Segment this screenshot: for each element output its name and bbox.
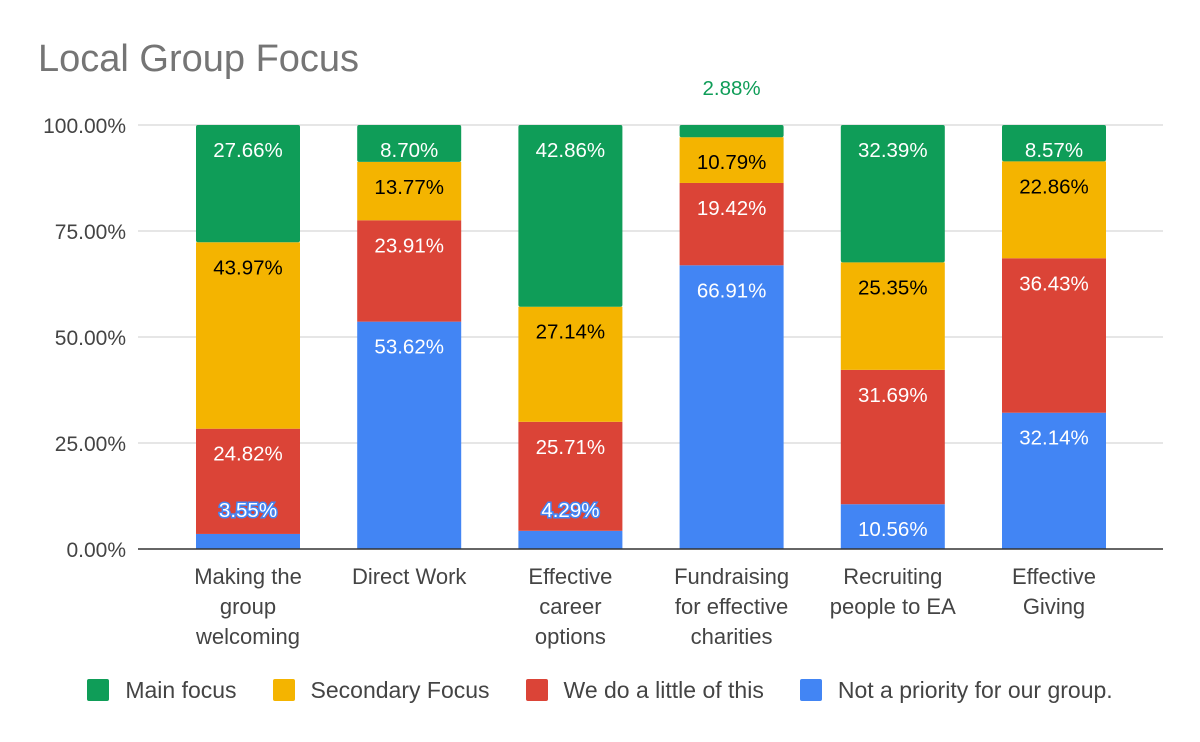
bar-segment xyxy=(196,428,300,534)
bar-segment xyxy=(196,242,300,429)
data-label: 23.91% xyxy=(374,234,444,257)
bars xyxy=(196,125,1106,549)
bar-segment xyxy=(840,369,945,505)
x-axis-ticks: Making the group welcoming Direct Work Effec… xyxy=(138,548,1163,649)
legend-label: Secondary Focus xyxy=(310,676,490,703)
bar-segment xyxy=(679,265,784,549)
legend-item: Main focus xyxy=(87,676,237,704)
data-label: 10.79% xyxy=(697,151,767,174)
data-label: 25.71% xyxy=(536,436,606,459)
bar-segment xyxy=(840,262,945,370)
data-label: 25.35% xyxy=(858,276,928,299)
x-tick-label: Effective xyxy=(528,564,612,589)
data-label: 19.42% xyxy=(697,197,767,220)
data-labels: 3.55% 24.82% 43.97% 27.66% 53.62% 23.91% 13.77… xyxy=(213,77,1089,541)
x-tick-label: welcoming xyxy=(195,624,300,649)
data-label: 4.29% xyxy=(541,499,599,522)
data-label: 42.86% xyxy=(536,139,606,162)
data-label: 53.62% xyxy=(374,336,444,359)
x-tick-label: Making the xyxy=(194,564,302,589)
bar-segment xyxy=(1002,161,1106,259)
bar-segment xyxy=(679,125,784,138)
bar-segment xyxy=(518,306,623,422)
y-tick-label: 50.00% xyxy=(55,327,126,350)
x-tick-label: for effective xyxy=(675,594,788,619)
y-tick-label: 100.00% xyxy=(43,115,126,138)
x-tick-label: Effective xyxy=(1012,564,1096,589)
data-label: 8.70% xyxy=(380,139,438,162)
x-tick-label: Recruiting xyxy=(843,564,942,589)
data-label: 27.14% xyxy=(536,321,606,344)
x-tick-label: people to EA xyxy=(830,594,956,619)
legend-item: We do a little of this xyxy=(525,676,764,704)
bar-segment xyxy=(840,504,945,549)
legend-swatch xyxy=(272,679,295,701)
legend-label: Not a priority for our group. xyxy=(837,676,1113,703)
bar-segment xyxy=(357,321,462,549)
x-tick-label: career xyxy=(539,594,601,619)
data-label: 66.91% xyxy=(697,279,767,302)
data-label: 3.55% xyxy=(219,499,277,522)
y-tick-label: 25.00% xyxy=(55,433,126,456)
bar-segment xyxy=(679,182,784,266)
legend-swatch xyxy=(799,679,822,701)
bar-segment xyxy=(196,533,300,549)
legend-swatch xyxy=(87,679,110,701)
legend-item: Secondary Focus xyxy=(272,676,490,704)
bar-segment xyxy=(1002,258,1106,413)
chart-title: Local Group Focus xyxy=(38,38,360,80)
data-label: 27.66% xyxy=(213,139,283,162)
bar-segment xyxy=(1002,125,1106,162)
y-tick-label: 75.00% xyxy=(55,221,126,244)
x-tick-label: Giving xyxy=(1023,594,1085,619)
data-label: 13.77% xyxy=(374,176,444,199)
x-tick-label: Direct Work xyxy=(352,564,467,589)
data-label: 10.56% xyxy=(858,518,928,541)
data-label: 2.88% xyxy=(703,77,761,100)
data-label: 31.69% xyxy=(858,384,928,407)
data-label: 24.82% xyxy=(213,443,283,466)
data-label: 8.57% xyxy=(1025,139,1083,162)
gridlines xyxy=(138,124,1163,444)
bar-segment xyxy=(357,220,462,322)
y-axis-ticks: 0.00% 25.00% 50.00% 75.00% 100.00% xyxy=(43,115,126,562)
x-tick-label: charities xyxy=(691,624,773,649)
data-label: 22.86% xyxy=(1019,175,1089,198)
data-label: 32.14% xyxy=(1019,427,1089,450)
y-tick-label: 0.00% xyxy=(66,539,126,562)
bar-segment xyxy=(840,125,945,263)
data-label: 36.43% xyxy=(1019,272,1089,295)
legend: Main focus Secondary Focus We do a little … xyxy=(0,672,1200,708)
bar-segment xyxy=(518,125,623,307)
x-tick-label: group xyxy=(220,594,276,619)
bar-segment xyxy=(518,530,623,549)
x-tick-label: options xyxy=(535,624,606,649)
data-label: 32.39% xyxy=(858,139,928,162)
legend-item: Not a priority for our group. xyxy=(799,676,1113,704)
legend-swatch xyxy=(525,679,548,701)
legend-label: Main focus xyxy=(125,676,237,703)
bar-segment xyxy=(196,125,300,243)
bar-segment xyxy=(1002,412,1106,549)
data-label: 43.97% xyxy=(213,256,283,279)
legend-label: We do a little of this xyxy=(563,676,764,703)
bar-segment xyxy=(357,125,462,162)
bar-segment xyxy=(679,137,784,183)
bar-segment xyxy=(518,421,623,531)
bar-segment xyxy=(357,161,462,221)
x-tick-label: Fundraising xyxy=(674,564,789,589)
